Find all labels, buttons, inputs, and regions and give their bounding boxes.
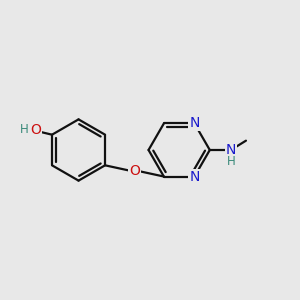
Text: H: H [20,123,28,136]
Text: O: O [129,164,140,178]
Text: H: H [227,155,236,168]
Text: N: N [189,116,200,130]
Text: O: O [31,123,41,137]
Text: N: N [189,169,200,184]
Text: N: N [226,143,236,157]
